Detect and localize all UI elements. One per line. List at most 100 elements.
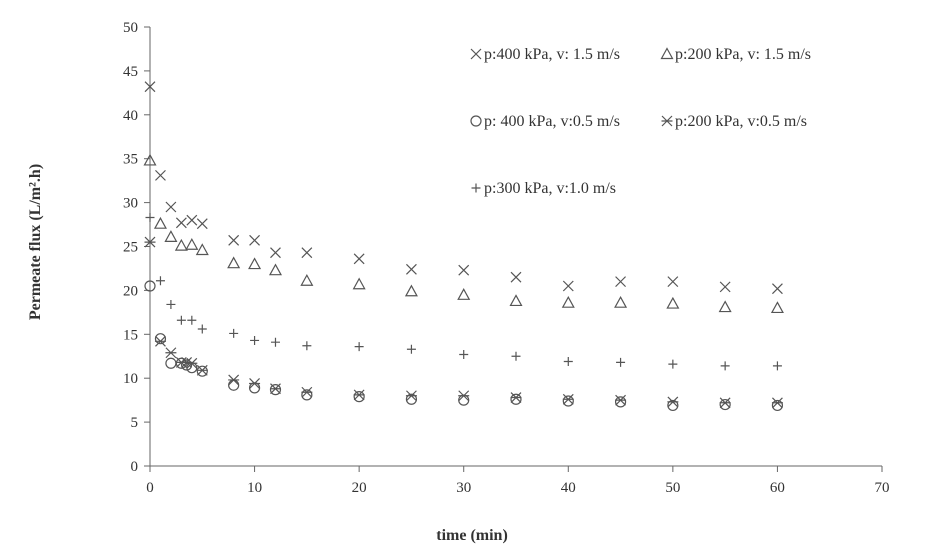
data-point <box>353 391 365 403</box>
data-point <box>196 218 208 230</box>
x-tick-label: 20 <box>352 480 367 496</box>
data-point <box>510 392 522 403</box>
data-point <box>187 315 197 325</box>
y-tick-label: 25 <box>123 240 138 256</box>
y-tick-label: 20 <box>123 283 138 299</box>
data-point <box>668 359 678 369</box>
legend: p:400 kPa, v: 1.5 m/s p:200 kPa, v: 1.5 m… <box>470 46 811 197</box>
data-point <box>186 357 198 369</box>
x-tick-label: 70 <box>875 480 890 496</box>
data-point <box>406 263 417 275</box>
legend-item: p:400 kPa, v: 1.5 m/s <box>470 46 620 63</box>
data-point <box>615 394 627 406</box>
data-point <box>772 283 783 295</box>
data-point <box>228 374 240 386</box>
legend-label: p:200 kPa, v:0.5 m/s <box>675 113 807 130</box>
y-tick-label: 5 <box>131 415 139 431</box>
data-point <box>459 349 469 359</box>
y-tick-label: 35 <box>123 152 138 168</box>
data-point <box>300 273 314 286</box>
data-point <box>250 335 260 345</box>
legend-marker <box>660 47 674 60</box>
data-point <box>563 357 573 367</box>
series-3 <box>144 280 784 412</box>
data-point <box>404 284 418 297</box>
data-point <box>268 263 283 276</box>
x-tick-label: 0 <box>146 480 154 496</box>
data-point <box>718 300 732 313</box>
data-point <box>145 213 155 223</box>
data-point <box>719 397 731 409</box>
x-axis-label: time (min) <box>436 527 508 544</box>
data-point <box>249 234 260 246</box>
legend-marker <box>661 115 673 127</box>
data-point <box>509 294 523 307</box>
data-point <box>186 214 198 226</box>
data-point <box>227 256 241 269</box>
data-point <box>562 280 574 292</box>
data-point <box>195 243 209 256</box>
legend-marker <box>471 183 481 193</box>
legend-marker <box>470 115 482 127</box>
y-tick-label: 40 <box>123 108 138 124</box>
x-tick-label: 30 <box>456 480 471 496</box>
legend-label: p:200 kPa, v: 1.5 m/s <box>675 46 811 63</box>
data-point <box>165 347 177 359</box>
y-tick-label: 30 <box>123 196 138 212</box>
y-tick-label: 15 <box>123 327 138 343</box>
data-point <box>510 271 522 283</box>
data-point <box>511 351 521 361</box>
data-point <box>166 299 176 309</box>
data-point <box>197 324 207 334</box>
data-point <box>614 295 628 308</box>
data-point <box>458 394 470 406</box>
data-point <box>352 277 366 290</box>
data-point <box>770 301 784 314</box>
data-point <box>165 201 177 213</box>
data-point <box>165 357 177 369</box>
data-point <box>616 357 626 367</box>
data-point <box>155 276 165 286</box>
data-point <box>248 382 261 394</box>
y-tick-label: 45 <box>123 64 138 80</box>
data-point <box>354 342 364 352</box>
data-point <box>405 390 417 402</box>
data-point <box>228 379 240 391</box>
data-point <box>667 276 679 288</box>
ticks: 0 10 20 30 40 50 60 70 0 5 10 15 20 25 30 35 40 45 50 <box>123 20 890 496</box>
data-point <box>270 337 280 347</box>
data-point <box>772 361 782 371</box>
x-tick-label: 40 <box>561 480 576 496</box>
data-point <box>248 257 262 270</box>
data-point <box>457 288 471 300</box>
data-point <box>196 365 208 377</box>
series-5 <box>145 213 782 371</box>
data-point <box>353 253 365 265</box>
data-point <box>353 389 365 401</box>
data-point <box>405 393 418 405</box>
y-tick-label: 0 <box>131 459 139 475</box>
legend-label: p:400 kPa, v: 1.5 m/s <box>484 46 620 63</box>
data-point <box>301 247 313 259</box>
legend-item: p:200 kPa, v:0.5 m/s <box>661 113 807 130</box>
data-point <box>615 276 626 288</box>
data-point <box>667 399 679 412</box>
data-point <box>562 395 574 407</box>
data-point <box>174 238 188 251</box>
data-point <box>175 217 187 229</box>
data-point <box>562 393 574 405</box>
axes <box>149 27 882 467</box>
x-tick-label: 10 <box>247 480 262 496</box>
data-point <box>719 281 731 293</box>
data-point <box>269 383 281 395</box>
data-point <box>144 236 156 248</box>
data-point <box>719 398 731 411</box>
x-tick-label: 60 <box>770 480 785 496</box>
series-1 <box>144 81 783 295</box>
data-point <box>196 364 208 376</box>
data-point <box>144 280 156 292</box>
data-point <box>771 397 783 409</box>
data-point <box>301 389 313 401</box>
legend-item: p:300 kPa, v:1.0 m/s <box>471 180 616 197</box>
